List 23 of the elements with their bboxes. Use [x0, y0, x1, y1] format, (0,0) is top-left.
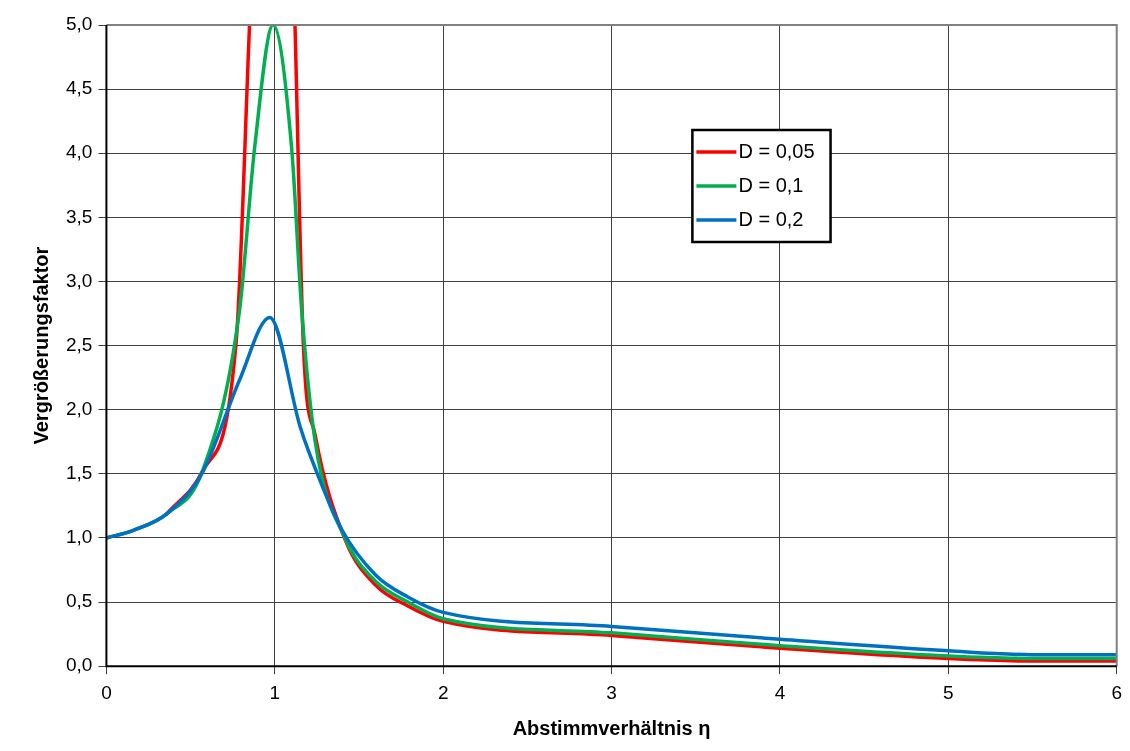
y-tick-label: 0,5	[65, 590, 93, 612]
y-tick-label: 1,0	[65, 526, 93, 548]
y-tick-label: 3,0	[65, 269, 93, 291]
legend-label: D = 0,1	[738, 173, 804, 196]
y-tick-label: 1,5	[65, 462, 93, 484]
legend-label: D = 0,2	[738, 207, 804, 230]
x-tick-label: 5	[943, 681, 954, 703]
x-tick-label: 3	[606, 681, 617, 703]
y-tick-label: 2,0	[65, 397, 93, 419]
y-tick-label: 4,0	[65, 141, 93, 163]
y-tick-label: 5,0	[65, 13, 93, 35]
x-tick-label: 4	[774, 681, 786, 703]
y-axis-title: Vergrößerungsfaktor	[29, 246, 52, 445]
y-tick-label: 2,5	[65, 333, 93, 355]
y-tick-label: 0,0	[65, 654, 93, 676]
x-axis-title: Abstimmverhältnis η	[512, 716, 711, 739]
legend-label: D = 0,05	[738, 139, 815, 162]
y-tick-label: 3,5	[65, 205, 93, 227]
x-tick-label: 1	[269, 681, 281, 703]
x-tick-label: 6	[1111, 681, 1123, 703]
x-tick-label: 0	[101, 681, 112, 703]
x-tick-label: 2	[437, 681, 449, 703]
y-tick-label: 4,5	[65, 77, 93, 99]
